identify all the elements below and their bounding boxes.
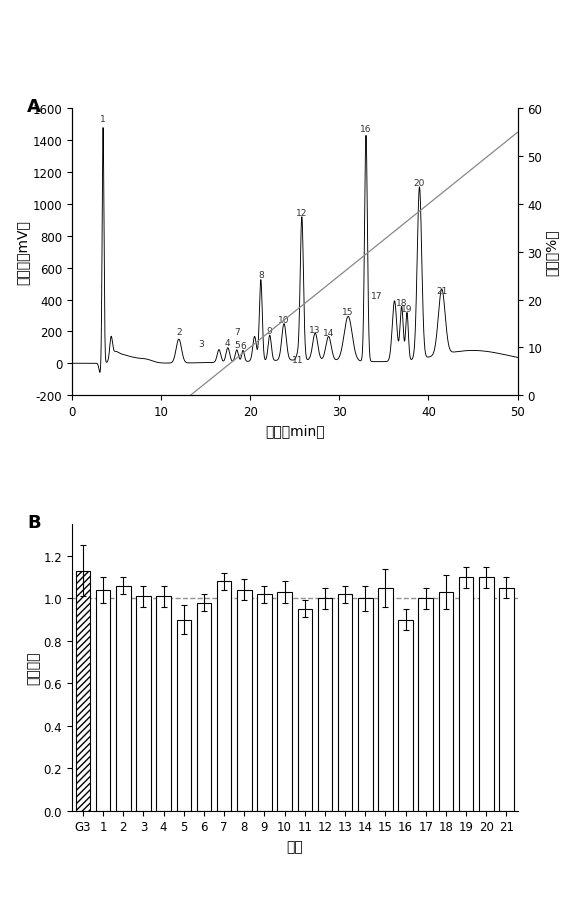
Text: 7: 7 xyxy=(234,328,240,337)
Text: A: A xyxy=(28,97,41,116)
Text: 11: 11 xyxy=(292,355,303,364)
Bar xyxy=(419,599,433,811)
Bar xyxy=(378,589,393,811)
X-axis label: 组分: 组分 xyxy=(286,839,303,853)
Text: 3: 3 xyxy=(198,340,204,349)
Bar xyxy=(277,592,292,811)
Y-axis label: 乙脹（%）: 乙脹（%） xyxy=(545,230,559,276)
Text: 20: 20 xyxy=(414,179,425,188)
Bar xyxy=(197,603,211,811)
Text: 19: 19 xyxy=(401,304,413,313)
Bar xyxy=(177,619,191,811)
Text: 12: 12 xyxy=(296,209,308,218)
Text: 14: 14 xyxy=(323,329,334,338)
Bar xyxy=(297,609,312,811)
Bar xyxy=(217,582,231,811)
Bar xyxy=(156,597,171,811)
Bar xyxy=(358,599,373,811)
Bar xyxy=(136,597,151,811)
Text: 15: 15 xyxy=(342,307,354,316)
Text: 8: 8 xyxy=(258,271,264,280)
Bar xyxy=(499,589,513,811)
X-axis label: 时间（min）: 时间（min） xyxy=(265,424,324,438)
Y-axis label: 刺激指数: 刺激指数 xyxy=(26,650,41,684)
Bar xyxy=(76,571,90,811)
Text: 16: 16 xyxy=(360,125,372,134)
Text: 17: 17 xyxy=(371,292,382,301)
Bar xyxy=(257,595,272,811)
Text: 6: 6 xyxy=(240,342,246,351)
Text: 2: 2 xyxy=(176,328,182,337)
Bar xyxy=(116,586,131,811)
Text: 1: 1 xyxy=(100,115,106,124)
Text: 13: 13 xyxy=(309,325,321,334)
Text: 4: 4 xyxy=(225,338,231,347)
Bar xyxy=(317,599,332,811)
Bar xyxy=(96,590,110,811)
Y-axis label: 信号値（mV）: 信号値（mV） xyxy=(16,220,30,285)
Bar xyxy=(439,592,453,811)
Text: 21: 21 xyxy=(436,287,447,296)
Bar xyxy=(459,578,473,811)
Text: 9: 9 xyxy=(267,327,273,336)
Text: B: B xyxy=(28,513,41,531)
Text: 5: 5 xyxy=(234,341,240,350)
Bar xyxy=(237,590,251,811)
Bar xyxy=(479,578,493,811)
Text: 10: 10 xyxy=(278,316,290,325)
Text: 18: 18 xyxy=(396,299,407,307)
Bar xyxy=(338,595,352,811)
Bar xyxy=(398,619,413,811)
